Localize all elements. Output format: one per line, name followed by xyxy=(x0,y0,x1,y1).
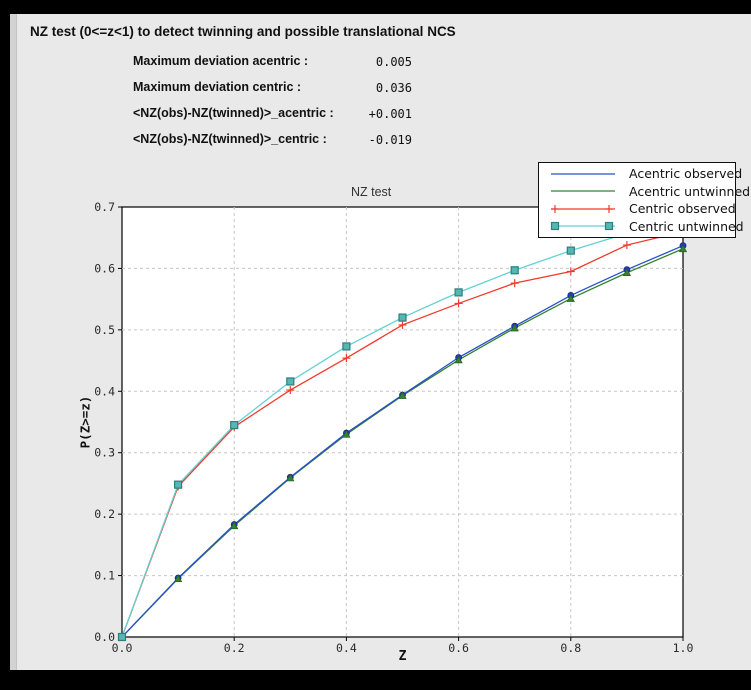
marker-centric-untwinned xyxy=(117,632,127,642)
stat-value-nz-diff-acentric: +0.001 xyxy=(368,107,412,121)
x-tick-label: 0.0 xyxy=(112,641,133,655)
legend-item-acentric-observed: Acentric observed xyxy=(545,165,742,183)
stat-label-nz-diff-centric: <NZ(obs)-NZ(twinned)>_centric : xyxy=(133,132,327,146)
stat-value-nz-diff-centric: -0.019 xyxy=(368,133,412,147)
legend-item-acentric-untwinned: Acentric untwinned xyxy=(545,183,750,201)
legend-sample-line xyxy=(550,222,615,231)
legend-sample-line xyxy=(551,204,615,213)
y-tick-label: 0.1 xyxy=(94,569,115,583)
y-tick-label: 0.7 xyxy=(94,200,115,214)
plot-title: NZ test xyxy=(351,185,392,199)
y-tick-label: 0.5 xyxy=(94,323,115,337)
legend-item-centric-untwinned: Centric untwinned xyxy=(545,218,744,236)
stat-value-max-dev-acentric: 0.005 xyxy=(375,55,412,69)
legend-label: Acentric observed xyxy=(629,166,743,182)
stat-label-max-dev-acentric: Maximum deviation acentric : xyxy=(133,54,309,68)
marker-acentric-untwinned xyxy=(510,323,519,332)
legend-item-centric-observed: Centric observed xyxy=(545,200,736,218)
y-axis-label: P(Z>=z) xyxy=(77,395,93,449)
marker-acentric-untwinned xyxy=(678,244,688,253)
x-tick-label: 0.6 xyxy=(448,641,469,655)
y-tick-label: 0.3 xyxy=(94,446,115,460)
x-axis-label: Z xyxy=(398,649,407,664)
marker-centric-untwinned xyxy=(286,377,295,386)
legend-label: Centric untwinned xyxy=(629,218,744,234)
legend-sample-line xyxy=(551,190,615,192)
stat-label-max-dev-centric: Maximum deviation centric : xyxy=(133,80,302,94)
y-tick-label: 0.2 xyxy=(94,507,115,521)
stat-label-nz-diff-acentric: <NZ(obs)-NZ(twinned)>_acentric : xyxy=(133,106,334,120)
marker-centric-untwinned xyxy=(454,288,463,297)
marker-acentric-untwinned xyxy=(398,391,407,399)
x-tick-label: 0.4 xyxy=(336,641,357,655)
panel-left-strip xyxy=(10,14,17,670)
marker-acentric-untwinned xyxy=(174,574,183,582)
marker-centric-untwinned xyxy=(510,266,519,275)
marker-centric-untwinned xyxy=(174,480,183,489)
y-tick-label: 0.0 xyxy=(94,630,115,644)
marker-acentric-untwinned xyxy=(566,294,575,302)
marker-centric-untwinned xyxy=(342,342,351,351)
x-tick-label: 0.2 xyxy=(224,641,245,655)
marker-acentric-untwinned xyxy=(622,268,631,277)
legend-label: Acentric untwinned xyxy=(629,183,751,199)
marker-acentric-untwinned xyxy=(454,355,463,364)
marker-acentric-untwinned xyxy=(342,429,351,438)
legend-sample-line xyxy=(551,173,615,175)
y-tick-label: 0.4 xyxy=(94,384,115,398)
marker-acentric-untwinned xyxy=(286,473,295,482)
marker-acentric-untwinned xyxy=(230,521,239,530)
marker-centric-untwinned xyxy=(398,313,407,322)
x-tick-label: 1.0 xyxy=(673,641,694,655)
page-title: NZ test (0<=z<1) to detect twinning and … xyxy=(30,24,456,39)
plot-legend: Acentric observed Acentric untwinned Centr… xyxy=(538,162,750,238)
x-tick-label: 0.8 xyxy=(560,641,581,655)
y-tick-label: 0.6 xyxy=(94,261,115,275)
legend-label: Centric observed xyxy=(629,201,736,217)
plot-area xyxy=(121,206,684,638)
marker-centric-untwinned xyxy=(230,420,239,430)
stat-value-max-dev-centric: 0.036 xyxy=(375,81,412,95)
marker-centric-untwinned xyxy=(566,246,575,255)
